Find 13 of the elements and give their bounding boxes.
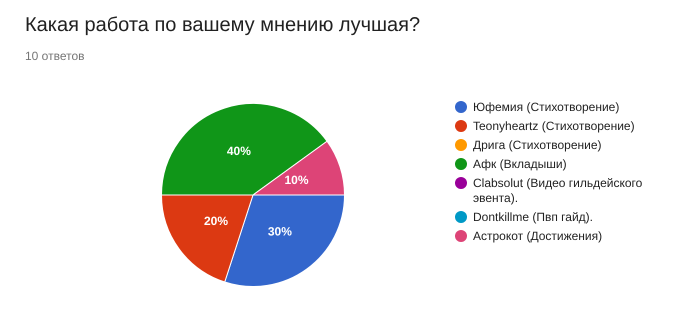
legend-label: Teonyheartz (Стихотворение)	[473, 119, 636, 134]
legend-label: Афк (Вкладыши)	[473, 157, 568, 172]
text: 10 ответов	[25, 49, 85, 63]
data-label: 10%	[284, 173, 309, 188]
legend-label: Юфемия (Стихотворение)	[473, 100, 620, 115]
chart-title: Какая работа по вашему мнению лучшая?	[25, 14, 420, 37]
data-label: 30%	[268, 224, 292, 238]
data-label: 20%	[204, 214, 228, 228]
legend-label: Дрига (Стихотворение)	[473, 138, 603, 153]
legend-label: Астрокот (Достижения)	[473, 229, 604, 244]
legend-label: Clabsolut (Видео гильдейского эвента).	[473, 176, 644, 206]
data-label: 40%	[226, 144, 252, 158]
legend-label: Dontkillme (Пвп гайд).	[473, 210, 594, 225]
